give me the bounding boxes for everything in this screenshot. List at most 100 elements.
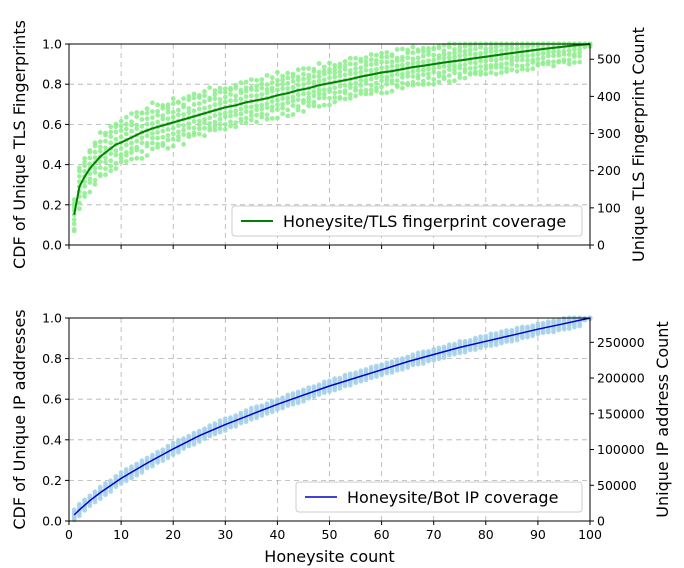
scatter-point xyxy=(254,112,259,118)
scatter-point xyxy=(160,113,166,118)
scatter-point xyxy=(405,70,411,76)
scatter-point xyxy=(170,114,176,120)
scatter-point xyxy=(577,59,582,65)
scatter-point xyxy=(467,66,473,71)
scatter-point xyxy=(108,163,114,169)
scatter-point xyxy=(483,63,489,69)
scatter-point xyxy=(311,103,317,109)
scatter-point xyxy=(207,115,213,121)
scatter-point xyxy=(509,46,515,51)
scatter-point xyxy=(368,76,374,82)
scatter-point xyxy=(290,98,296,104)
scatter-point xyxy=(217,85,223,91)
scatter-point xyxy=(488,57,494,63)
scatter-point xyxy=(420,72,426,78)
scatter-point xyxy=(222,416,228,422)
y-tick-label: 0.2 xyxy=(42,197,62,212)
scatter-point xyxy=(306,385,312,390)
scatter-point xyxy=(82,156,87,161)
scatter-point xyxy=(384,81,390,87)
scatter-point xyxy=(394,357,400,363)
scatter-point xyxy=(301,91,306,97)
scatter-point xyxy=(530,323,536,329)
scatter-point xyxy=(155,112,161,118)
scatter-point xyxy=(551,59,556,65)
scatter-point xyxy=(441,74,447,79)
scatter-point xyxy=(290,391,296,396)
scatter-point xyxy=(202,93,207,99)
scatter-point xyxy=(415,60,421,65)
scatter-point xyxy=(222,126,228,132)
x-tick-label: 80 xyxy=(478,527,494,542)
scatter-point xyxy=(504,328,509,334)
scatter-point xyxy=(525,62,530,68)
scatter-point xyxy=(363,67,369,73)
scatter-point xyxy=(150,100,155,106)
scatter-point xyxy=(577,50,582,55)
scatter-point xyxy=(196,101,202,106)
scatter-point xyxy=(306,66,312,71)
scatter-point xyxy=(483,46,489,52)
scatter-point xyxy=(191,102,197,107)
scatter-point xyxy=(405,80,411,86)
scatter-point xyxy=(243,85,249,91)
scatter-point xyxy=(248,113,254,118)
scatter-point xyxy=(222,86,228,92)
scatter-point xyxy=(431,45,437,51)
scatter-point xyxy=(509,62,515,67)
scatter-point xyxy=(113,166,119,171)
scatter-point xyxy=(431,81,437,87)
scatter-point xyxy=(353,370,358,376)
scatter-point xyxy=(233,93,239,99)
scatter-point xyxy=(264,116,270,122)
scatter-point xyxy=(228,119,233,125)
scatter-point xyxy=(87,493,93,499)
scatter-point xyxy=(243,120,249,126)
scatter-point xyxy=(446,51,452,56)
scatter-point xyxy=(514,325,520,331)
scatter-point xyxy=(285,107,291,113)
scatter-point xyxy=(191,95,197,101)
scatter-point xyxy=(155,135,161,141)
scatter-point xyxy=(170,125,176,131)
scatter-point xyxy=(269,85,275,91)
scatter-point xyxy=(400,46,405,52)
scatter-point xyxy=(290,94,296,100)
scatter-point xyxy=(462,52,468,58)
scatter-point xyxy=(545,49,551,55)
scatter-point xyxy=(426,349,431,354)
scatter-point xyxy=(144,140,150,146)
scatter-point xyxy=(420,349,426,355)
scatter-point xyxy=(118,118,124,124)
tls-fingerprint-chart: 0.0 0.2 0.4 0.6 0.8 1.0 0 100 200 300 400 500 CDF o… xyxy=(10,20,648,269)
x-tick-label: 10 xyxy=(113,527,129,542)
scatter-point xyxy=(379,65,384,71)
scatter-point xyxy=(87,171,93,177)
scatter-point xyxy=(499,48,504,53)
scatter-point xyxy=(165,102,171,108)
scatter-point xyxy=(473,60,478,66)
scatter-point xyxy=(97,139,103,145)
scatter-point xyxy=(337,94,343,100)
scatter-point xyxy=(368,87,374,93)
scatter-point xyxy=(509,328,515,333)
scatter-point xyxy=(238,87,244,93)
scatter-point xyxy=(71,507,77,513)
scatter-point xyxy=(254,77,259,83)
scatter-point xyxy=(426,66,431,72)
scatter-point xyxy=(92,177,98,183)
scatter-point xyxy=(316,382,322,388)
scatter-point xyxy=(577,53,582,59)
scatter-point xyxy=(410,60,416,66)
scatter-point xyxy=(269,398,275,404)
scatter-point xyxy=(374,85,379,90)
y-tick-label: 0.8 xyxy=(42,77,62,92)
scatter-point xyxy=(347,55,353,61)
scatter-point xyxy=(217,97,223,102)
scatter-point xyxy=(87,148,93,153)
scatter-point xyxy=(254,119,259,125)
right-y-tick-label: 100 xyxy=(597,200,621,215)
scatter-point xyxy=(228,92,233,97)
scatter-point xyxy=(181,127,187,133)
scatter-point xyxy=(374,88,379,94)
